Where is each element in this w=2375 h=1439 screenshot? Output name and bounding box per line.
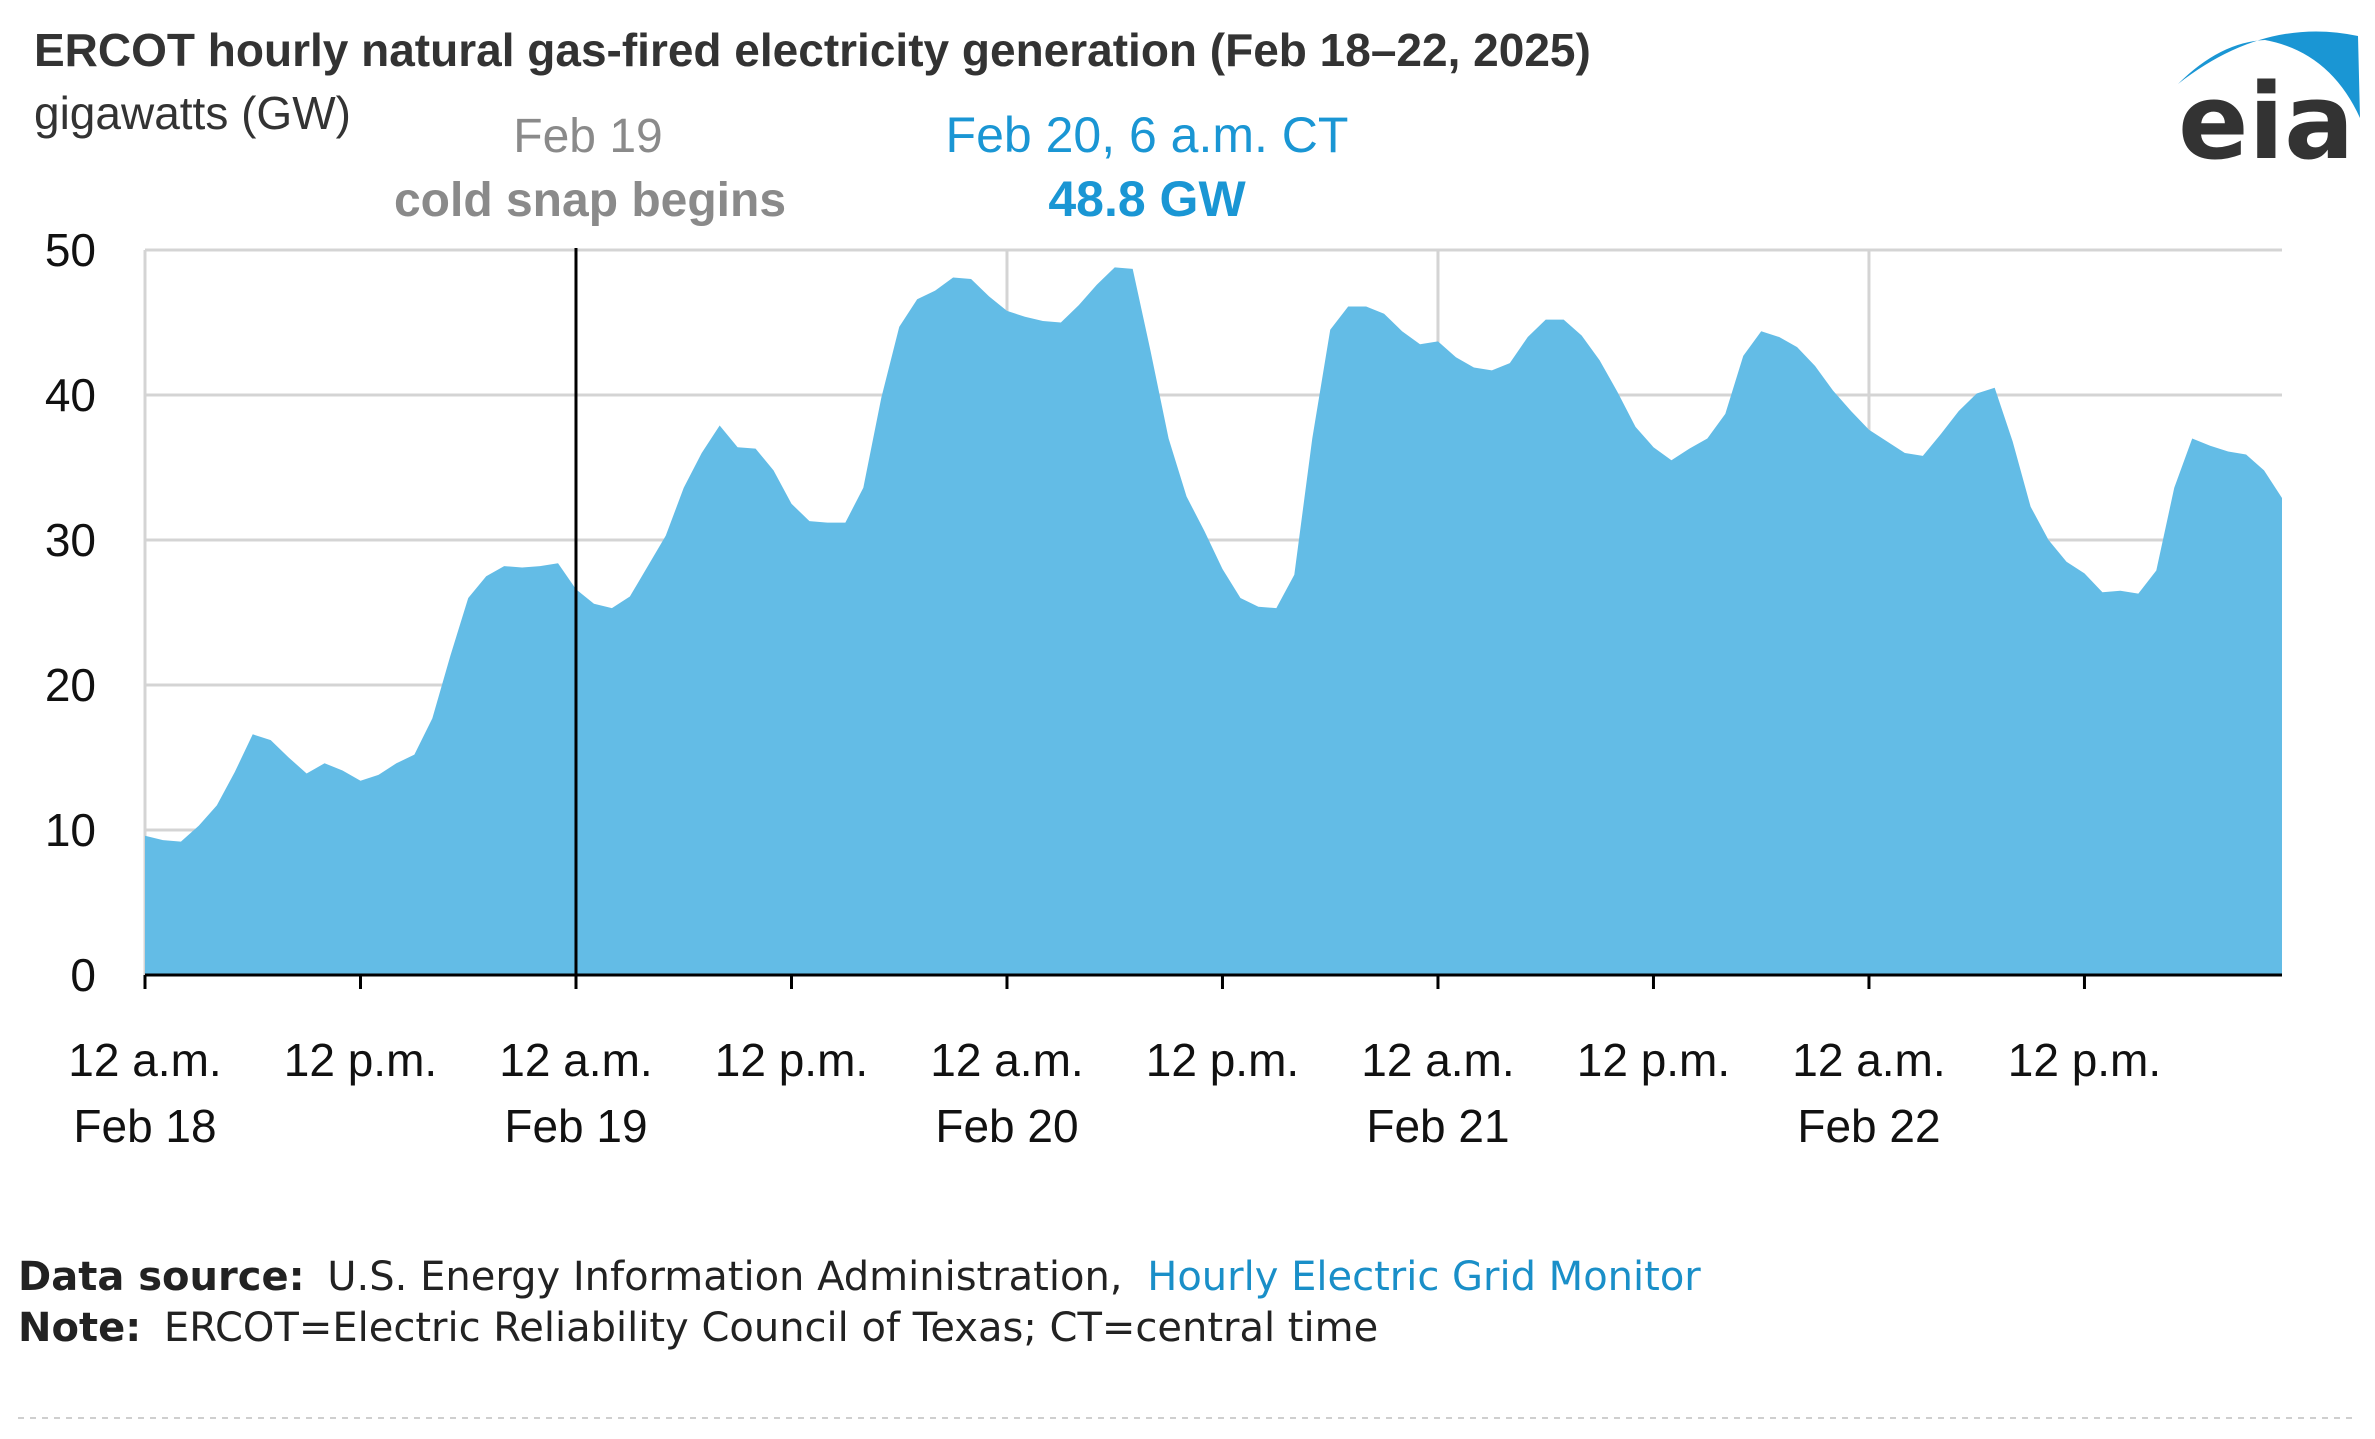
x-tick-label-time: 12 p.m. xyxy=(715,1034,868,1086)
x-tick-label-date: Feb 20 xyxy=(935,1100,1078,1152)
x-tick-label-date: Feb 21 xyxy=(1366,1100,1509,1152)
footer-source-label: Data source: xyxy=(18,1254,305,1300)
y-tick-label: 0 xyxy=(70,949,96,1001)
annotation-cold-snap-date: Feb 19 xyxy=(513,110,662,163)
annotation-cold-snap-label: cold snap begins xyxy=(394,174,786,227)
x-tick-label-date: Feb 19 xyxy=(504,1100,647,1152)
y-tick-label: 40 xyxy=(45,369,96,421)
x-tick-label-time: 12 a.m. xyxy=(68,1034,221,1086)
y-tick-label: 30 xyxy=(45,514,96,566)
x-axis-ticks: 12 a.m. Feb 18 12 p.m. 12 a.m. Feb 19 12 p.m.… xyxy=(68,1034,2161,1152)
logo-text: eia xyxy=(2178,61,2354,183)
area-fill xyxy=(145,267,2282,975)
chart-subtitle: gigawatts (GW) xyxy=(34,87,351,139)
y-axis-ticks: 0 10 20 30 40 50 xyxy=(45,224,96,1001)
area-series xyxy=(144,267,2283,975)
y-tick-label: 50 xyxy=(45,224,96,276)
annotation-peak-value: 48.8 GW xyxy=(1048,171,1246,227)
x-tick-label-time: 12 a.m. xyxy=(1361,1034,1514,1086)
x-tick-label-time: 12 p.m. xyxy=(284,1034,437,1086)
annotation-peak-time: Feb 20, 6 a.m. CT xyxy=(946,107,1349,163)
footer-source-link[interactable]: Hourly Electric Grid Monitor xyxy=(1147,1254,1701,1300)
x-tick-label-time: 12 a.m. xyxy=(930,1034,1083,1086)
x-tick-label-time: 12 a.m. xyxy=(1792,1034,1945,1086)
footer-note-text: ERCOT=Electric Reliability Council of Te… xyxy=(164,1305,1378,1351)
y-tick-label: 10 xyxy=(45,804,96,856)
x-tick-label-time: 12 p.m. xyxy=(1146,1034,1299,1086)
eia-logo: eia xyxy=(2178,31,2360,183)
axes xyxy=(143,248,2282,989)
footer-source-text: U.S. Energy Information Administration, xyxy=(327,1254,1122,1300)
y-tick-label: 20 xyxy=(45,659,96,711)
x-tick-label-date: Feb 22 xyxy=(1797,1100,1940,1152)
footer-source: Data source: U.S. Energy Information Adm… xyxy=(18,1254,1701,1300)
logo-swoosh xyxy=(2178,31,2360,119)
chart-title: ERCOT hourly natural gas-fired electrici… xyxy=(34,24,1591,76)
x-tick-label-time: 12 p.m. xyxy=(2008,1034,2161,1086)
x-tick-label-date: Feb 18 xyxy=(73,1100,216,1152)
x-tick-label-time: 12 p.m. xyxy=(1577,1034,1730,1086)
footer-note-label: Note: xyxy=(18,1305,141,1351)
x-tick-label-time: 12 a.m. xyxy=(499,1034,652,1086)
footer-note: Note: ERCOT=Electric Reliability Council… xyxy=(18,1305,1378,1351)
